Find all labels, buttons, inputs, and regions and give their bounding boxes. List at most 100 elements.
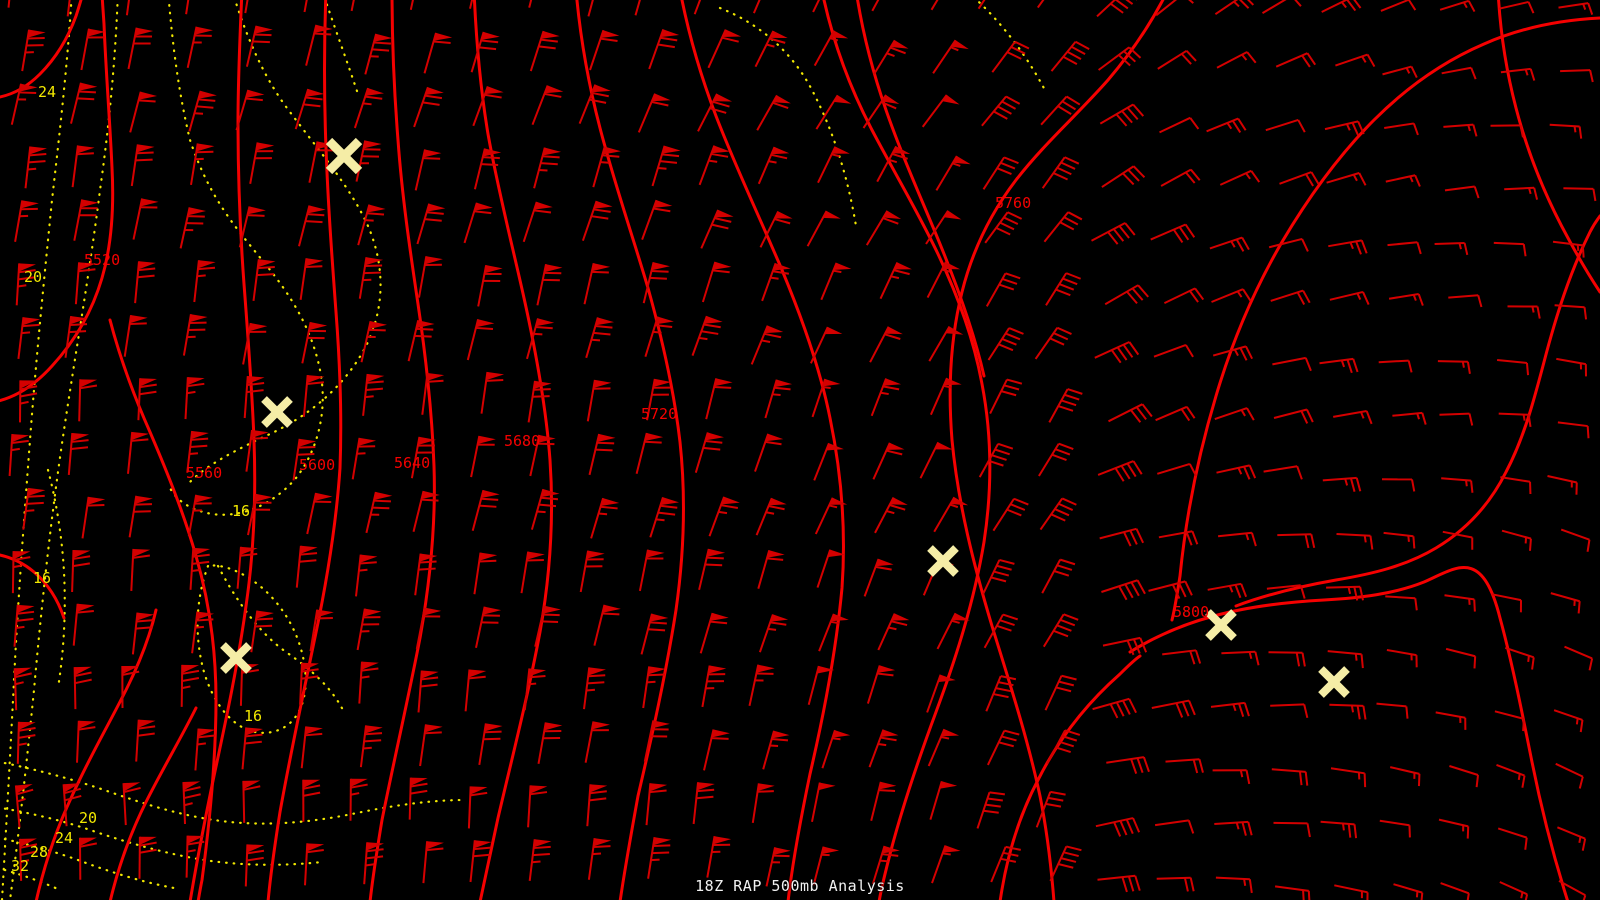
wind-barb-24 [1380, 0, 1417, 12]
barb-full-10kt [303, 791, 321, 797]
wind-barb-406 [14, 784, 34, 828]
barb-half-5kt [1233, 349, 1239, 357]
wind-barb-295 [295, 545, 318, 588]
barb-full-10kt [1578, 776, 1584, 789]
x-marker-3[interactable] [220, 642, 252, 674]
barb-full-10kt [1304, 771, 1309, 786]
barb-full-10kt [11, 439, 29, 444]
barb-full-10kt [651, 100, 669, 107]
point-markers[interactable] [220, 137, 1350, 698]
wind-barb-274 [755, 497, 787, 536]
barb-half-5kt [586, 688, 596, 692]
barb-shaft [466, 319, 480, 361]
barb-pennant-50kt [241, 663, 259, 673]
barb-half-5kt [652, 330, 662, 334]
barb-shaft [1268, 651, 1303, 654]
barb-full-10kt [364, 732, 383, 736]
barb-half-5kt [1582, 3, 1587, 10]
x-marker-4[interactable] [927, 545, 959, 577]
barb-full-10kt [366, 380, 384, 384]
barb-full-10kt [1524, 837, 1528, 850]
barb-half-5kt [761, 339, 771, 343]
wind-barb-143 [1552, 240, 1585, 258]
barb-full-10kt [1304, 357, 1312, 372]
barb-shaft [1104, 284, 1139, 306]
x-marker-2[interactable] [261, 396, 293, 428]
barb-full-10kt [1114, 467, 1125, 482]
barb-full-10kt [703, 323, 721, 329]
wind-barb-429 [1320, 820, 1358, 839]
barb-pennant-50kt [196, 143, 215, 152]
barb-half-5kt [20, 859, 30, 864]
barb-pennant-50kt [306, 375, 325, 384]
barb-full-10kt [181, 676, 200, 682]
x-marker-6[interactable] [1318, 666, 1350, 698]
barb-full-10kt [1310, 171, 1320, 185]
barb-pennant-50kt [602, 604, 621, 613]
barb-full-10kt [1005, 845, 1021, 851]
wind-barb-263 [128, 495, 153, 538]
isotach-label-16-3: 16 [232, 502, 250, 520]
barb-pennant-50kt [359, 554, 378, 563]
barb-full-10kt [246, 849, 265, 855]
wind-barb-383 [359, 725, 383, 768]
isotach-contours [0, 0, 1048, 900]
barb-half-5kt [187, 849, 196, 853]
x-marker-stroke [927, 545, 959, 577]
barb-full-10kt [1190, 168, 1201, 181]
barb-pennant-50kt [19, 83, 38, 92]
barb-full-10kt [1250, 532, 1257, 547]
barb-half-5kt [1344, 478, 1349, 486]
barb-full-10kt [1198, 758, 1204, 773]
barb-full-10kt [1178, 582, 1187, 598]
barb-shaft [982, 156, 1005, 190]
barb-shaft [473, 552, 482, 595]
wind-barb-84 [1490, 124, 1524, 138]
wind-barb-331 [699, 612, 729, 654]
barb-full-10kt [301, 668, 319, 673]
barb-half-5kt [17, 284, 27, 288]
height-label-5760-6: 5760 [995, 194, 1031, 212]
barb-full-10kt [1417, 293, 1424, 306]
barb-full-10kt [365, 387, 384, 392]
height-contour-edge-right [1497, 0, 1600, 294]
barb-pennant-50kt [771, 147, 790, 155]
barb-full-10kt [1240, 583, 1248, 598]
barb-full-10kt [16, 610, 35, 615]
barb-shaft [306, 492, 317, 535]
barb-shaft [129, 91, 142, 133]
barb-shaft [1444, 594, 1475, 601]
x-marker-5[interactable] [1205, 609, 1237, 641]
barb-shaft [708, 496, 726, 537]
barb-shaft [478, 723, 487, 766]
wind-barb-418 [692, 782, 715, 825]
barb-full-10kt [701, 330, 719, 335]
barb-full-10kt [246, 856, 264, 862]
barb-pennant-50kt [651, 262, 670, 271]
barb-shaft [1449, 765, 1479, 776]
barb-shaft [186, 430, 194, 473]
barb-full-10kt [1303, 704, 1309, 719]
barb-pennant-50kt [182, 664, 200, 674]
barb-full-10kt [1110, 2, 1124, 14]
x-marker-1[interactable] [325, 137, 363, 175]
barb-full-10kt [1475, 774, 1480, 788]
barb-shaft [1435, 711, 1466, 719]
barb-half-5kt [189, 452, 199, 456]
barb-full-10kt [257, 266, 275, 270]
barb-shaft [81, 496, 90, 539]
barb-full-10kt [1005, 272, 1021, 280]
barb-full-10kt [1053, 172, 1068, 181]
barb-full-10kt [183, 793, 201, 800]
barb-full-10kt [414, 334, 432, 338]
wind-barb-33 [245, 25, 273, 67]
barb-shaft [469, 0, 474, 9]
barb-full-10kt [1358, 172, 1367, 186]
wind-barb-21 [1214, 0, 1255, 16]
barb-full-10kt [305, 265, 323, 269]
wind-barb-17 [977, 0, 986, 10]
wind-barb-13 [752, 0, 761, 14]
barb-shaft [698, 145, 716, 186]
barb-full-10kt [1187, 820, 1195, 834]
